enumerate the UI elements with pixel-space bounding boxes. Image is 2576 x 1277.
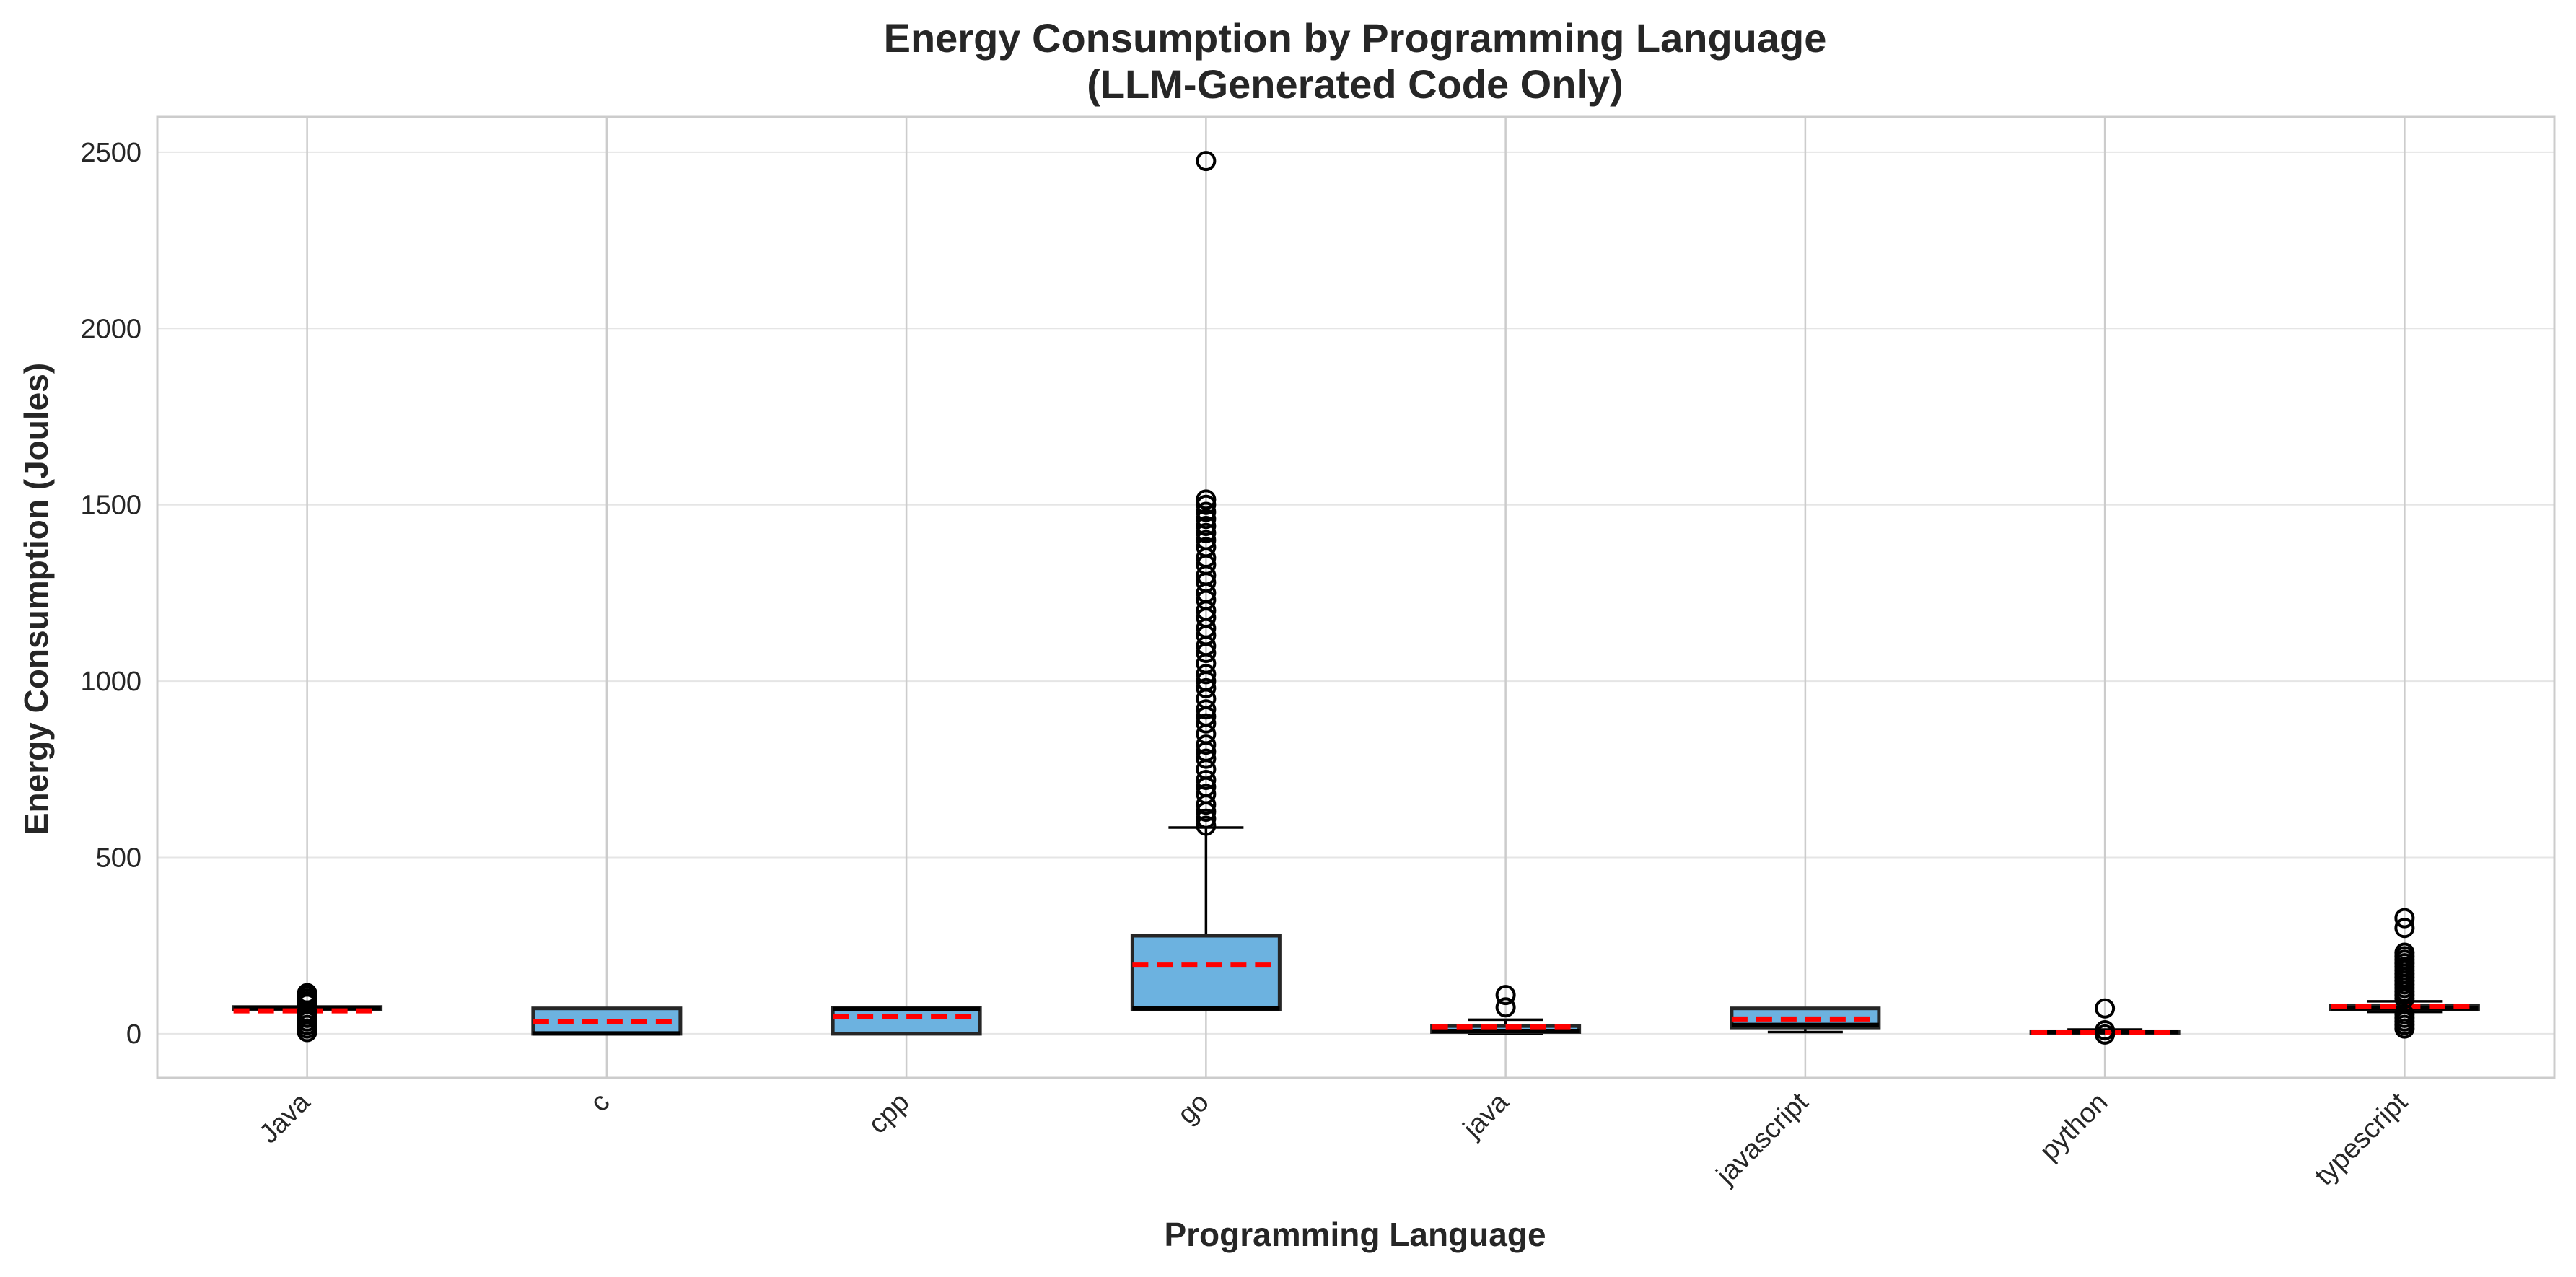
x-tick-label: go xyxy=(1172,1087,1215,1131)
x-tick-label: cpp xyxy=(862,1087,915,1140)
outlier-point xyxy=(1196,664,1217,685)
x-tick-label: javascript xyxy=(1710,1087,1814,1190)
y-tick-label: 2500 xyxy=(80,138,141,168)
chart-title-line1: Energy Consumption by Programming Langua… xyxy=(884,15,1827,61)
x-tick-label: c xyxy=(584,1087,615,1118)
plot-area: 0 500 1000 1500 2000 2500 Java c cpp go java javasc… xyxy=(80,115,2556,1191)
outlier-point xyxy=(1196,677,1217,698)
outlier-point xyxy=(1196,734,1217,755)
outlier-point xyxy=(1196,769,1217,790)
outlier-point xyxy=(1196,522,1217,543)
plot-frame xyxy=(156,115,2556,1079)
outlier-point xyxy=(1196,815,1217,836)
y-tick-label: 0 xyxy=(126,1019,141,1050)
outlier-point xyxy=(2394,918,2415,939)
outlier-point xyxy=(1196,151,1217,172)
outlier-point xyxy=(1196,748,1217,769)
box-iqr xyxy=(831,1006,982,1036)
outlier-point xyxy=(1196,516,1217,537)
y-tick-label: 500 xyxy=(96,843,141,873)
outlier-point xyxy=(2095,998,2116,1019)
y-tick-label: 1500 xyxy=(80,491,141,521)
outlier-point xyxy=(1196,537,1217,558)
outlier-point xyxy=(1196,501,1217,522)
outlier-point xyxy=(1495,997,1516,1018)
x-axis-label: Programming Language xyxy=(1164,1216,1546,1253)
outlier-point xyxy=(1196,713,1217,734)
outlier-point xyxy=(1196,808,1217,829)
outlier-point xyxy=(1196,784,1217,804)
outlier-point xyxy=(1196,530,1217,550)
x-tick-label: java xyxy=(1457,1087,1515,1144)
box-iqr xyxy=(1130,934,1282,1011)
chart-title-line2: (LLM-Generated Code Only) xyxy=(1087,61,1624,107)
y-axis-label: Energy Consumption (Joules) xyxy=(17,363,55,835)
outlier-point xyxy=(2394,942,2415,963)
outlier-point xyxy=(297,983,317,1004)
y-tick-label: 1000 xyxy=(80,667,141,697)
outlier-point xyxy=(1495,985,1516,1006)
outlier-point xyxy=(1196,494,1217,515)
outlier-point xyxy=(2394,1004,2415,1025)
y-tick-label: 2000 xyxy=(80,314,141,344)
x-tick-label: typescript xyxy=(2309,1087,2414,1191)
outlier-point xyxy=(1196,509,1217,530)
outlier-point xyxy=(2095,1020,2116,1041)
outlier-point xyxy=(1196,489,1217,510)
x-tick-label: Java xyxy=(254,1087,317,1149)
x-tick-label: python xyxy=(2034,1087,2113,1167)
outlier-point xyxy=(1196,699,1217,720)
outlier-point xyxy=(2394,908,2415,929)
